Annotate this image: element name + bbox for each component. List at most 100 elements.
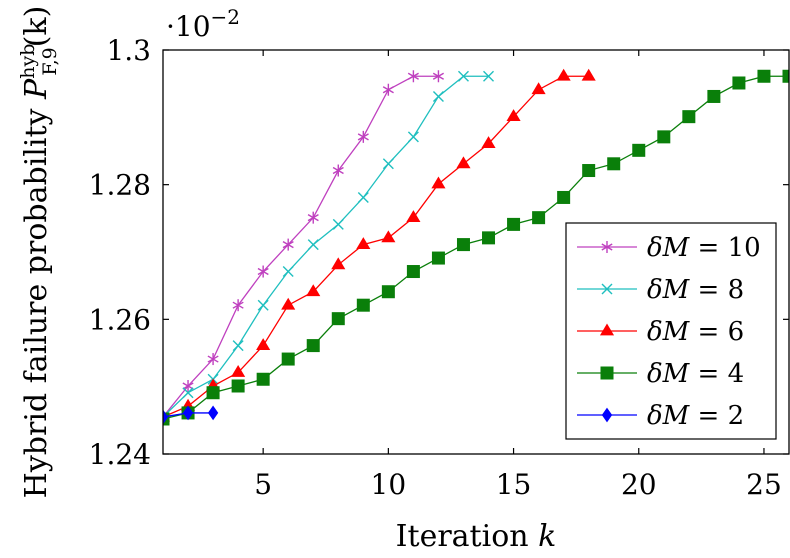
legend-label: δM = 10 <box>647 233 761 263</box>
y-scale-exponent: −2 <box>211 5 240 29</box>
data-point <box>182 379 194 392</box>
y-axis-label: Hybrid failure probability PhybF,9(k) <box>17 6 61 499</box>
legend-var: M <box>662 233 691 263</box>
data-point <box>332 218 344 230</box>
legend-var: M <box>662 401 691 431</box>
data-point <box>432 70 444 83</box>
legend-marker <box>600 366 614 380</box>
legend-greek: δ <box>647 233 663 263</box>
data-point <box>557 190 571 204</box>
data-point <box>282 266 294 278</box>
data-point <box>357 130 369 143</box>
plot-frame <box>162 49 790 455</box>
y-scale-note: ·10−2 <box>166 5 240 43</box>
data-point <box>306 339 320 353</box>
series-4 <box>163 69 789 426</box>
x-axis-label-var: k <box>538 519 556 554</box>
y-axis-label-sup: hyb <box>17 44 39 79</box>
data-point <box>657 130 671 144</box>
legend-marker <box>601 283 613 295</box>
data-point <box>431 176 446 189</box>
x-tick-label: 5 <box>254 468 272 501</box>
data-point <box>281 297 296 310</box>
data-point <box>531 82 546 95</box>
legend-var: M <box>662 275 691 305</box>
data-point <box>782 69 789 83</box>
legend-var: M <box>662 359 691 389</box>
data-point <box>431 251 445 265</box>
y-tick-label: 1.28 <box>89 169 151 202</box>
series-3 <box>163 68 596 422</box>
data-point <box>182 405 194 421</box>
data-point <box>556 68 571 81</box>
data-point <box>331 257 346 270</box>
data-point <box>357 191 369 203</box>
legend-entry: δM = 6 <box>577 317 744 347</box>
data-point <box>282 238 294 251</box>
data-point <box>457 70 469 82</box>
legend-greek: δ <box>647 275 663 305</box>
legend-greek: δ <box>647 359 663 389</box>
legend-label: δM = 8 <box>647 275 744 305</box>
series-line <box>163 75 589 418</box>
legend-rest: = 6 <box>689 317 744 347</box>
data-point <box>331 312 345 326</box>
data-point <box>163 409 169 425</box>
series-1 <box>163 70 444 423</box>
data-point <box>432 90 444 102</box>
legend-marker <box>601 241 613 253</box>
data-point <box>231 365 246 377</box>
series-line <box>163 75 439 418</box>
y-tick-label: 1.24 <box>89 438 151 471</box>
legend-var: M <box>662 317 691 347</box>
y-axis-label-arg: (k) <box>19 6 54 48</box>
x-tick-label: 25 <box>746 468 782 501</box>
data-point <box>607 157 621 171</box>
x-tick-label: 15 <box>496 468 532 501</box>
series-5 <box>163 405 219 425</box>
data-point <box>382 83 394 96</box>
data-point <box>207 353 219 366</box>
legend-greek: δ <box>647 317 663 347</box>
data-point <box>257 299 269 311</box>
legend-label: δM = 6 <box>647 317 744 347</box>
data-point <box>381 230 396 243</box>
data-point <box>356 237 371 249</box>
y-tick-label: 1.26 <box>89 303 151 336</box>
legend-rest: = 8 <box>689 275 744 305</box>
data-point <box>406 210 421 223</box>
data-point <box>381 285 395 299</box>
data-point <box>232 299 244 312</box>
y-axis-label-sub: F,9 <box>39 47 61 75</box>
data-point <box>257 265 269 278</box>
legend-marker <box>601 407 613 423</box>
data-point <box>483 70 495 82</box>
y-axis-label-text: Hybrid failure probability <box>19 99 54 498</box>
data-point <box>306 284 321 297</box>
data-point <box>407 70 419 83</box>
data-point <box>407 131 419 143</box>
data-point <box>732 76 746 90</box>
data-point <box>356 298 370 312</box>
legend-marker <box>599 323 615 336</box>
data-point <box>456 156 471 169</box>
legend-rest: = 10 <box>689 233 760 263</box>
data-point <box>481 136 496 148</box>
data-point <box>632 143 646 157</box>
data-point <box>206 386 220 400</box>
data-point <box>307 211 319 224</box>
data-point <box>582 164 596 178</box>
legend-entry: δM = 10 <box>577 233 761 263</box>
legend-entry: δM = 4 <box>577 359 744 389</box>
data-point <box>382 158 394 170</box>
data-point <box>406 265 420 279</box>
legend-rest: = 4 <box>689 359 744 389</box>
x-axis-label: Iteration k <box>396 519 557 554</box>
series-2 <box>163 70 495 423</box>
data-point <box>231 379 245 393</box>
data-point <box>456 238 470 252</box>
legend-greek: δ <box>647 401 663 431</box>
data-point <box>256 338 271 350</box>
data-point <box>682 110 696 124</box>
